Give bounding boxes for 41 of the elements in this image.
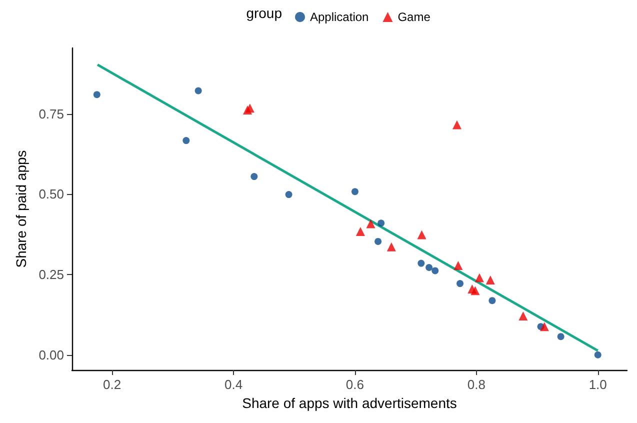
point: [594, 351, 602, 358]
y-tick-label: 0.25: [38, 267, 64, 282]
point: [194, 87, 202, 94]
x-tick-label: 0.4: [224, 377, 243, 392]
point: [182, 137, 190, 144]
x-axis-title: Share of apps with advertisements: [242, 394, 457, 411]
point: [518, 312, 528, 321]
legend-label: Application: [310, 10, 369, 24]
legend-title: group: [246, 5, 282, 21]
point: [488, 297, 496, 304]
point: [456, 280, 464, 288]
point: [418, 260, 425, 267]
point: [540, 322, 549, 332]
point: [454, 261, 463, 270]
x-tick-label: 1.0: [588, 377, 607, 392]
point: [351, 188, 358, 196]
x-tick-label: 0.8: [467, 377, 486, 392]
point: [285, 191, 292, 198]
point: [426, 264, 433, 271]
point: [245, 104, 254, 113]
point: [250, 173, 258, 180]
point: [432, 267, 439, 274]
point: [452, 120, 462, 130]
point: [474, 273, 484, 282]
point: [417, 230, 426, 240]
legend-label: Game: [398, 10, 431, 24]
point: [386, 242, 396, 252]
point: [470, 286, 480, 296]
point: [486, 276, 495, 285]
x-tick-label: 0.2: [103, 377, 122, 392]
point: [557, 333, 564, 340]
x-tick-label: 0.6: [346, 377, 364, 392]
y-tick-label: 0.75: [38, 106, 64, 122]
point: [356, 226, 365, 236]
y-axis-title: Share of paid apps: [12, 150, 29, 268]
point: [378, 220, 385, 227]
point: [366, 219, 376, 228]
y-tick-label: 0.00: [38, 347, 64, 362]
y-tick-label: 0.50: [38, 186, 64, 202]
point: [374, 238, 382, 245]
point: [93, 91, 100, 98]
